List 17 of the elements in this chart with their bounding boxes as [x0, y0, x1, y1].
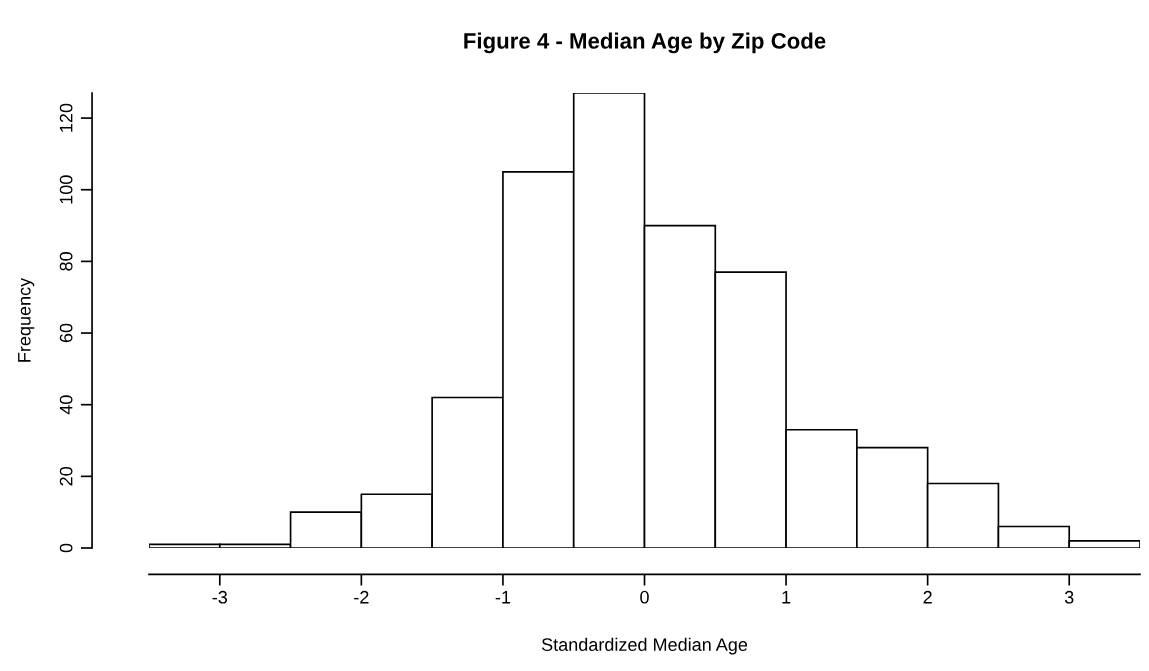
x-tick-label: 3 [1064, 590, 1074, 604]
y-tick-label: 60 [59, 323, 73, 343]
y-tick-label: 40 [59, 395, 73, 415]
chart-title: Figure 4 - Median Age by Zip Code [464, 32, 826, 54]
x-tick-label: 2 [923, 590, 932, 604]
y-tick-label: 0 [59, 543, 73, 553]
x-tick-label: -3 [212, 590, 228, 604]
y-tick-label: 80 [59, 252, 73, 271]
x-tick-label: -1 [495, 591, 511, 604]
x-axis-title: Standardized Median Age [541, 637, 748, 655]
y-axis-title: Frequency [18, 277, 35, 362]
y-tick-label: 100 [59, 175, 73, 204]
y-tick-label: 20 [59, 467, 73, 486]
y-tick-label: 120 [59, 103, 73, 132]
x-tick-label: 1 [782, 591, 791, 604]
x-tick-label: -2 [354, 590, 369, 604]
x-tick-label: 0 [640, 590, 649, 604]
